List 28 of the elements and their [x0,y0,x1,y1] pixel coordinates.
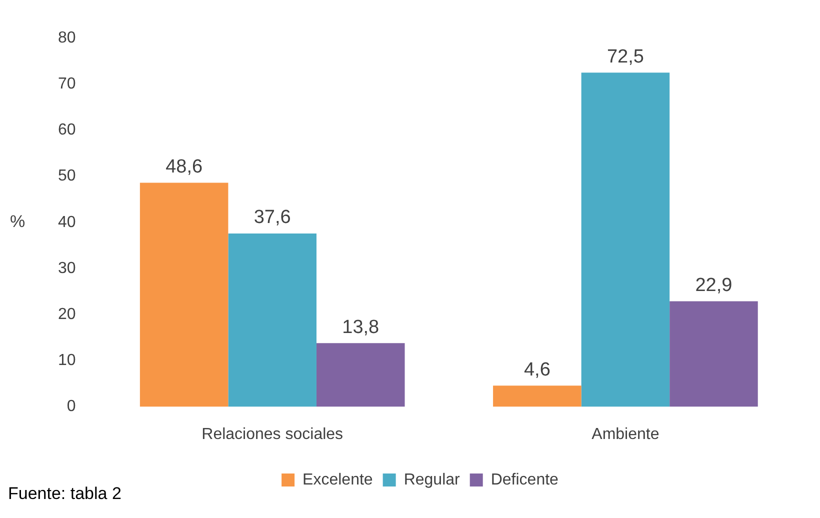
y-tick-label: 50 [58,168,76,185]
y-tick-label: 0 [66,398,76,416]
bar [670,301,758,407]
x-tick-label: Relaciones sociales [202,426,344,443]
data-label: 48,6 [166,156,203,178]
data-label: 72,5 [606,46,644,68]
y-tick-label: 80 [58,29,76,46]
data-label: 37,6 [254,207,291,228]
data-label: 13,8 [342,316,380,338]
bar [140,182,228,407]
y-tick-label: 70 [58,76,76,93]
x-tick-label: Ambiente [592,426,660,443]
source-note: Fuente: tabla 2 [8,484,122,504]
y-tick-label: 10 [58,352,76,370]
data-label: 4,6 [524,359,550,380]
y-tick-label: 20 [58,306,76,324]
y-tick-label: 40 [58,214,76,231]
data-label: 22,9 [695,274,732,296]
y-tick-label: 60 [58,122,76,139]
y-axis-title: % [10,212,26,232]
legend-label: Excelente [302,471,373,488]
legend-label: Deficente [490,471,559,488]
bar [581,72,670,407]
bar [228,233,316,407]
legend-label: Regular [404,471,461,488]
bar [316,343,405,407]
bar [493,386,582,407]
y-tick-label: 30 [58,260,76,277]
